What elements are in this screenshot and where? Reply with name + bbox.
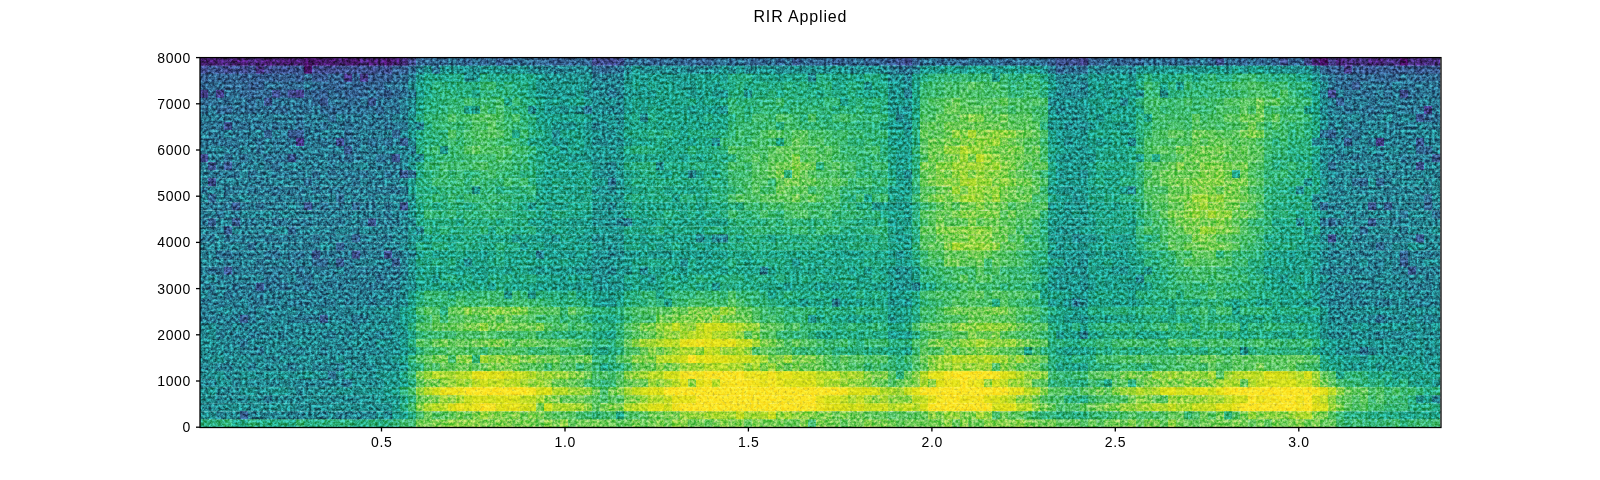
svg-text:6000: 6000	[157, 142, 191, 158]
svg-text:8000: 8000	[157, 50, 191, 66]
svg-text:5000: 5000	[157, 188, 191, 204]
svg-text:7000: 7000	[157, 96, 191, 112]
svg-text:3000: 3000	[157, 281, 191, 297]
svg-text:0.5: 0.5	[371, 434, 392, 450]
svg-text:3.0: 3.0	[1288, 434, 1309, 450]
svg-text:2.0: 2.0	[921, 434, 942, 450]
svg-text:0: 0	[183, 419, 191, 435]
svg-text:2.5: 2.5	[1105, 434, 1126, 450]
svg-text:RIR Applied: RIR Applied	[753, 8, 847, 25]
svg-text:2000: 2000	[157, 327, 191, 343]
svg-text:4000: 4000	[157, 234, 191, 250]
svg-text:1000: 1000	[157, 373, 191, 389]
svg-text:1.5: 1.5	[738, 434, 759, 450]
svg-text:1.0: 1.0	[555, 434, 576, 450]
